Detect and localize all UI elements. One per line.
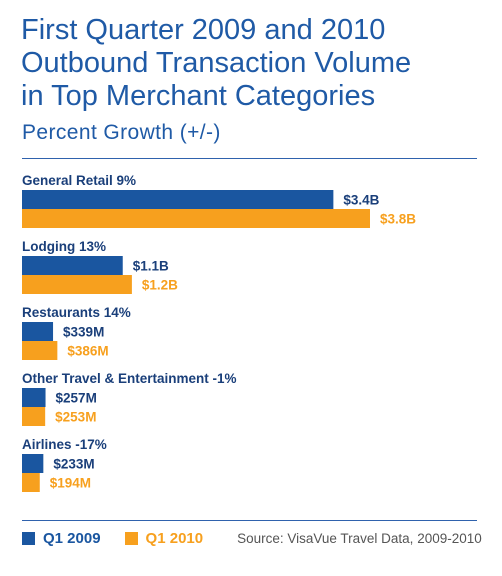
category-label: Lodging 13% (22, 239, 106, 254)
bar-chart: General Retail 9% $3.4B$3.8B Lodging 13% $1… (22, 173, 416, 492)
title-line-3: in Top Merchant Categories (21, 80, 376, 112)
bar (22, 454, 44, 473)
bar (22, 190, 334, 209)
legend-label-q1-2010: Q1 2010 (145, 529, 204, 547)
legend-label-q1-2009: Q1 2009 (43, 529, 101, 547)
bar (22, 275, 132, 294)
bar (22, 256, 123, 275)
chart-subtitle: Percent Growth (+/-) (22, 121, 221, 144)
category-label: General Retail 9% (22, 173, 136, 188)
data-label: $1.1B (133, 259, 169, 274)
bottom-divider (22, 520, 477, 521)
data-label: $233M (53, 457, 94, 472)
legend-swatch-q1-2010 (124, 531, 138, 545)
chart-title: First Quarter 2009 and 2010 Outbound Tra… (21, 14, 491, 113)
category-label: Airlines -17% (22, 437, 107, 452)
data-label: $3.8B (380, 212, 416, 227)
data-label: $194M (50, 476, 91, 491)
category-label: Other Travel & Entertainment -1% (22, 371, 237, 386)
bar (22, 322, 54, 341)
category-label: Restaurants 14% (22, 305, 131, 320)
bar (22, 209, 370, 228)
title-line-1: First Quarter 2009 and 2010 (21, 14, 386, 46)
top-divider (22, 158, 477, 159)
legend: Q1 2009 Q1 2010 Source: VisaVue Travel D… (22, 528, 482, 548)
bar (22, 388, 46, 407)
data-label: $1.2B (142, 278, 178, 293)
data-label: $3.4B (343, 193, 379, 208)
legend-swatch-q1-2009 (22, 531, 35, 545)
title-line-2: Outbound Transaction Volume (21, 47, 412, 79)
bar (22, 407, 46, 426)
data-label: $339M (63, 325, 104, 340)
data-label: $253M (55, 410, 96, 425)
data-label: $386M (67, 344, 108, 359)
bar (22, 341, 58, 360)
bar (22, 473, 40, 492)
source-note: Source: VisaVue Travel Data, 2009-2010 (237, 530, 482, 546)
data-label: $257M (56, 391, 97, 406)
